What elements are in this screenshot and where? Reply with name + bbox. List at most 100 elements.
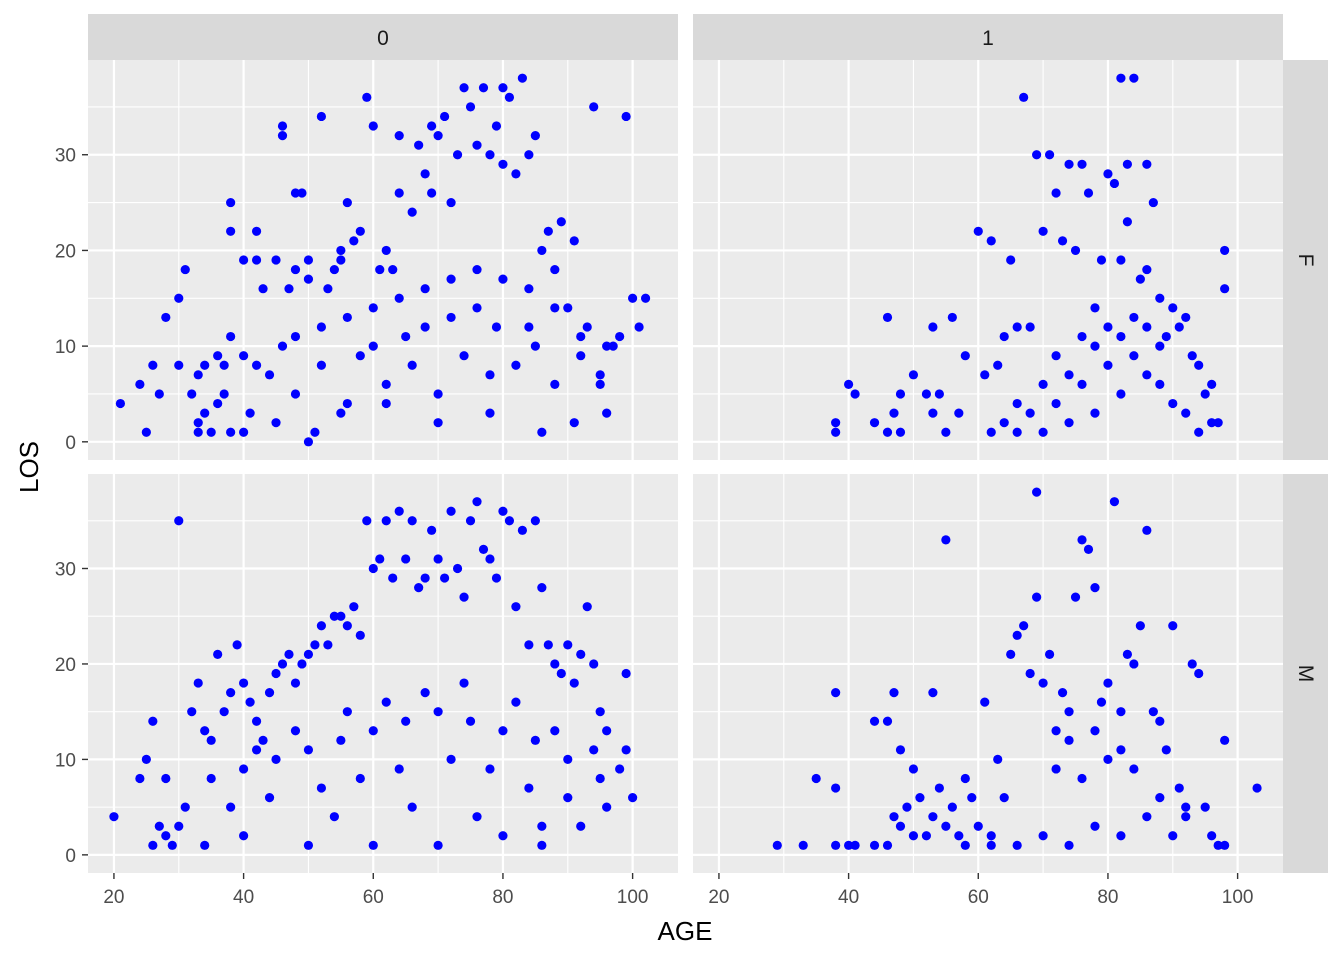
panel-0-M (88, 474, 678, 873)
data-point (1122, 159, 1132, 169)
data-point (811, 773, 821, 784)
data-point (498, 831, 508, 841)
data-point (550, 659, 560, 669)
data-point (537, 245, 547, 256)
data-point (277, 659, 288, 669)
y-tick-label: 10 (55, 337, 76, 358)
data-point (563, 303, 573, 313)
data-point (550, 303, 560, 313)
y-tick-label: 10 (55, 750, 76, 771)
data-point (1174, 322, 1184, 332)
data-point (550, 379, 560, 390)
data-point (148, 360, 158, 370)
data-point (154, 821, 164, 831)
strip-background (1283, 60, 1328, 460)
data-point (530, 341, 540, 351)
data-point (459, 351, 469, 361)
data-point (290, 726, 301, 736)
data-point (420, 322, 430, 332)
data-point (831, 687, 841, 698)
data-point (1187, 659, 1197, 669)
data-point (543, 640, 553, 650)
data-point (472, 264, 482, 275)
data-point (200, 360, 210, 370)
data-point (161, 831, 171, 841)
data-point (498, 274, 508, 284)
data-point (206, 773, 216, 784)
data-point (420, 284, 430, 294)
data-point (180, 264, 190, 275)
data-point (316, 322, 327, 332)
data-point (869, 418, 880, 428)
data-point (798, 840, 808, 850)
data-point (1064, 735, 1074, 745)
data-point (1090, 726, 1100, 736)
data-point (1116, 255, 1126, 265)
data-point (576, 649, 586, 660)
data-point (323, 640, 333, 650)
data-point (1116, 707, 1126, 717)
data-point (290, 389, 301, 399)
data-point (310, 427, 320, 437)
data-point (271, 418, 281, 428)
data-point (303, 649, 314, 660)
data-point (1077, 331, 1087, 342)
strip-label: 1 (982, 27, 994, 50)
x-tick-label: 100 (1222, 887, 1254, 908)
data-point (915, 792, 925, 803)
data-point (1155, 293, 1165, 303)
data-point (232, 640, 242, 650)
data-point (869, 716, 880, 726)
data-point (368, 341, 378, 351)
data-point (446, 197, 456, 208)
data-point (928, 812, 938, 822)
data-point (882, 840, 893, 850)
data-point (226, 687, 236, 698)
data-point (239, 764, 249, 774)
data-point (1181, 312, 1191, 323)
data-point (602, 802, 612, 812)
data-point (1083, 544, 1094, 555)
data-point (174, 293, 184, 303)
data-point (1220, 735, 1230, 745)
data-point (491, 322, 502, 332)
data-point (1116, 331, 1126, 342)
data-point (537, 582, 547, 593)
data-point (504, 92, 515, 102)
data-point (342, 197, 352, 208)
data-point (472, 812, 482, 822)
strip-background (693, 14, 1283, 60)
data-point (167, 840, 177, 850)
data-point (414, 140, 424, 150)
data-point (193, 370, 203, 380)
data-point (290, 678, 301, 688)
data-point (1181, 802, 1191, 812)
data-point (161, 312, 171, 323)
data-point (427, 121, 437, 131)
data-point (1103, 169, 1113, 179)
data-point (427, 525, 437, 535)
data-point (1168, 621, 1178, 631)
data-point (1161, 745, 1171, 755)
data-point (420, 573, 430, 583)
data-point (563, 792, 573, 803)
data-point (355, 226, 365, 236)
data-point (563, 640, 573, 650)
data-point (1213, 418, 1223, 428)
data-point (303, 274, 314, 284)
data-point (543, 226, 553, 236)
data-point (491, 121, 502, 131)
panel-0-F (88, 60, 678, 460)
strip-col-0: 0 (88, 14, 678, 60)
data-point (407, 802, 417, 812)
data-point (1109, 497, 1120, 507)
data-point (446, 274, 456, 284)
data-point (980, 697, 990, 707)
data-point (200, 726, 210, 736)
data-point (595, 379, 605, 390)
data-point (1051, 764, 1061, 774)
data-point (895, 427, 906, 437)
data-point (1051, 726, 1061, 736)
data-point (1064, 707, 1074, 717)
data-point (1090, 408, 1100, 418)
